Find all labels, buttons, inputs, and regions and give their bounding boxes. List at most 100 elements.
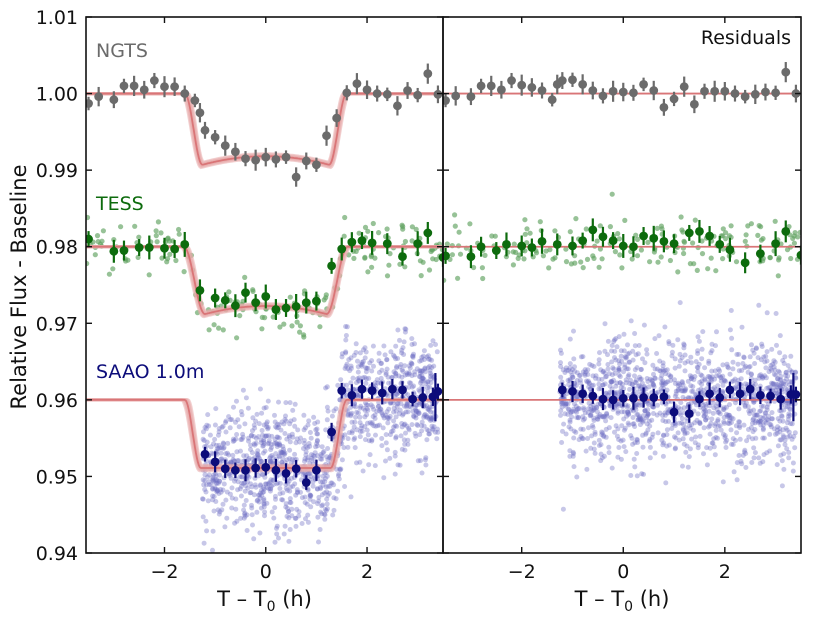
saao-raw-point [212,477,218,483]
saao-raw-point [391,352,396,358]
saao-raw-point [358,425,364,431]
saao-residual-raw-point [709,440,715,446]
saao-residual-raw-point [718,427,724,433]
saao-raw-point [348,365,354,371]
saao-raw-point [309,457,315,463]
saao-residual-raw-point [775,376,781,382]
saao-raw-point [365,407,371,413]
saao-residual-raw-point [569,414,575,420]
saao-residual-raw-point [618,438,624,444]
binned-point [423,69,433,79]
saao-raw-point [301,446,306,451]
binned-point [281,468,291,478]
saao-residual-raw-point [716,372,722,378]
saao-residual-raw-point [595,416,601,422]
saao-residual-raw-point [566,382,572,387]
saao-raw-point [419,423,425,429]
saao-residual-raw-point [629,381,635,387]
saao-residual-raw-point [639,417,645,423]
saao-residual-raw-point [785,363,791,369]
saao-raw-point [219,424,225,430]
saao-residual-raw-point [733,438,738,443]
saao-raw-point [242,488,248,494]
saao-residual-raw-point [771,364,777,370]
saao-raw-point [374,377,380,383]
saao-raw-point [325,493,331,498]
residual-binned-point [537,86,547,95]
saao-raw-point [272,412,277,418]
saao-raw-point [200,436,206,442]
saao-raw-point [325,484,331,489]
saao-raw-point [416,387,422,393]
saao-raw-point [218,487,224,492]
saao-residual-raw-point [777,377,783,383]
saao-raw-point [200,496,206,502]
saao-raw-point [261,443,266,448]
saao-raw-point [351,352,357,358]
binned-point [327,261,336,271]
saao-raw-point [227,491,233,497]
saao-raw-point [241,502,247,508]
saao-residual-raw-point [596,357,602,363]
saao-residual-raw-point [587,386,593,392]
saao-residual-raw-point [589,383,595,389]
saao-raw-point [307,492,313,498]
saao-residual-raw-point [781,361,787,366]
saao-residual-raw-point [567,417,573,423]
tess-residual-raw-point [479,265,485,271]
saao-raw-point [313,427,319,433]
saao-raw-point [399,424,405,430]
saao-residual-raw-point [696,361,702,367]
residual-binned-point [527,243,537,252]
saao-residual-raw-point [693,402,699,408]
tess-residual-raw-point [612,249,619,255]
residual-binned-point [598,91,608,101]
saao-residual-raw-point [641,471,646,477]
saao-residual-raw-point [593,375,598,381]
saao-raw-point [270,477,276,483]
tess-raw-point [341,233,347,239]
saao-raw-point [302,456,308,462]
saao-residual-raw-point [727,415,733,421]
tess-raw-point [384,273,391,279]
saao-raw-point [210,475,216,480]
saao-raw-point [298,435,303,441]
saao-raw-point [324,501,330,507]
saao-raw-point [210,478,216,483]
saao-residual-raw-point [745,369,751,375]
saao-residual-raw-point [767,366,773,371]
saao-raw-point [398,433,404,439]
residual-binned-point [578,79,588,89]
saao-residual-raw-point [628,473,634,478]
saao-raw-point [211,508,217,514]
saao-residual-raw-point [704,445,710,451]
saao-residual-raw-point [619,358,625,364]
saao-residual-raw-point [703,411,709,417]
residual-binned-point [669,407,679,417]
saao-residual-raw-point [764,450,770,456]
residual-binned-point [639,79,648,89]
saao-residual-raw-point [694,417,700,423]
saao-raw-point [289,456,295,462]
tess-raw-point [146,272,152,278]
saao-residual-raw-point [777,384,783,390]
saao-residual-raw-point [677,358,683,364]
saao-raw-point [274,425,280,431]
saao-residual-raw-point [559,404,565,410]
saao-residual-raw-point [781,466,787,472]
saao-residual-raw-point [756,375,762,381]
saao-residual-raw-point [652,376,658,381]
tess-residual-raw-point [758,237,765,243]
y-tick-label: 1.00 [36,84,78,106]
saao-residual-raw-point [672,381,678,386]
saao-residual-raw-point [709,348,715,354]
saao-residual-raw-point [720,362,726,368]
tess-raw-point [173,257,179,264]
saao-raw-point [272,539,278,545]
saao-residual-raw-point [730,436,736,442]
saao-raw-point [409,373,415,379]
x-tick-label: 0 [617,561,629,583]
saao-raw-point [359,423,365,429]
saao-raw-point [360,375,366,381]
saao-residual-raw-point [724,361,730,367]
